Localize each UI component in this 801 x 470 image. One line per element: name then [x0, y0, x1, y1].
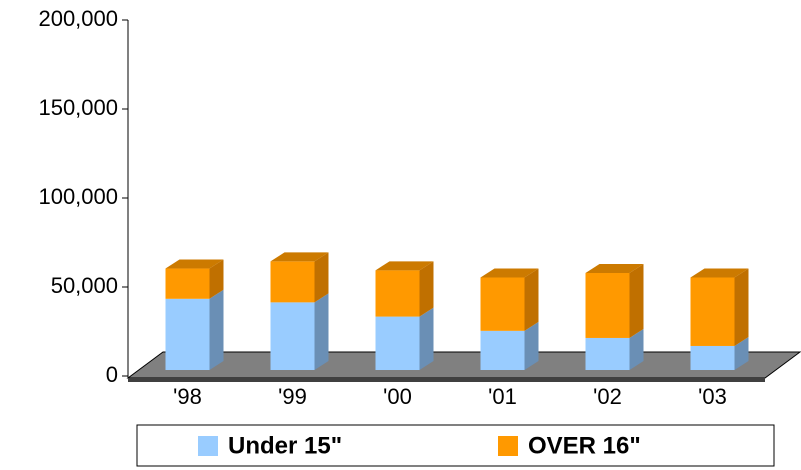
- bar: [480, 277, 525, 331]
- x-tick-label: '00: [383, 384, 412, 409]
- y-tick-label: 200,000: [38, 6, 118, 31]
- bar-side: [734, 268, 749, 346]
- bar: [480, 330, 525, 370]
- bar-side: [209, 289, 224, 370]
- x-tick-label: '99: [278, 384, 307, 409]
- bar-side: [314, 252, 329, 303]
- bar: [690, 277, 735, 346]
- bar: [270, 261, 315, 303]
- bar: [585, 337, 630, 370]
- bar: [585, 272, 630, 338]
- bar-side: [524, 268, 539, 331]
- y-tick-label: 150,000: [38, 95, 118, 120]
- legend-swatch: [498, 436, 518, 456]
- legend-label: Under 15": [228, 432, 342, 459]
- x-tick-label: '01: [488, 384, 517, 409]
- bar-side: [629, 263, 644, 338]
- legend: [136, 424, 775, 467]
- x-tick-label: '98: [173, 384, 202, 409]
- floor-edge: [128, 378, 765, 382]
- bar-side: [629, 328, 644, 370]
- bar-top: [165, 259, 224, 269]
- bar-side: [419, 261, 434, 317]
- bar-top: [480, 268, 539, 278]
- y-tick-label: 0: [106, 362, 118, 387]
- bar: [165, 268, 210, 299]
- legend-swatch: [198, 436, 218, 456]
- bar-side: [314, 293, 329, 370]
- bar: [165, 298, 210, 370]
- legend-label: OVER 16": [528, 432, 641, 459]
- bar: [375, 316, 420, 370]
- bar: [690, 345, 735, 370]
- bar: [270, 302, 315, 370]
- bar-side: [209, 259, 224, 299]
- bar-top: [585, 263, 644, 273]
- bar-top: [690, 268, 749, 278]
- bar-side: [419, 307, 434, 370]
- bar: [375, 270, 420, 317]
- y-tick-label: 100,000: [38, 184, 118, 209]
- bar-side: [524, 321, 539, 370]
- bar-top: [270, 252, 329, 262]
- x-tick-label: '02: [593, 384, 622, 409]
- bar-top: [375, 261, 434, 271]
- bar-side: [734, 336, 749, 370]
- y-tick-label: 50,000: [51, 273, 118, 298]
- x-tick-label: '03: [698, 384, 727, 409]
